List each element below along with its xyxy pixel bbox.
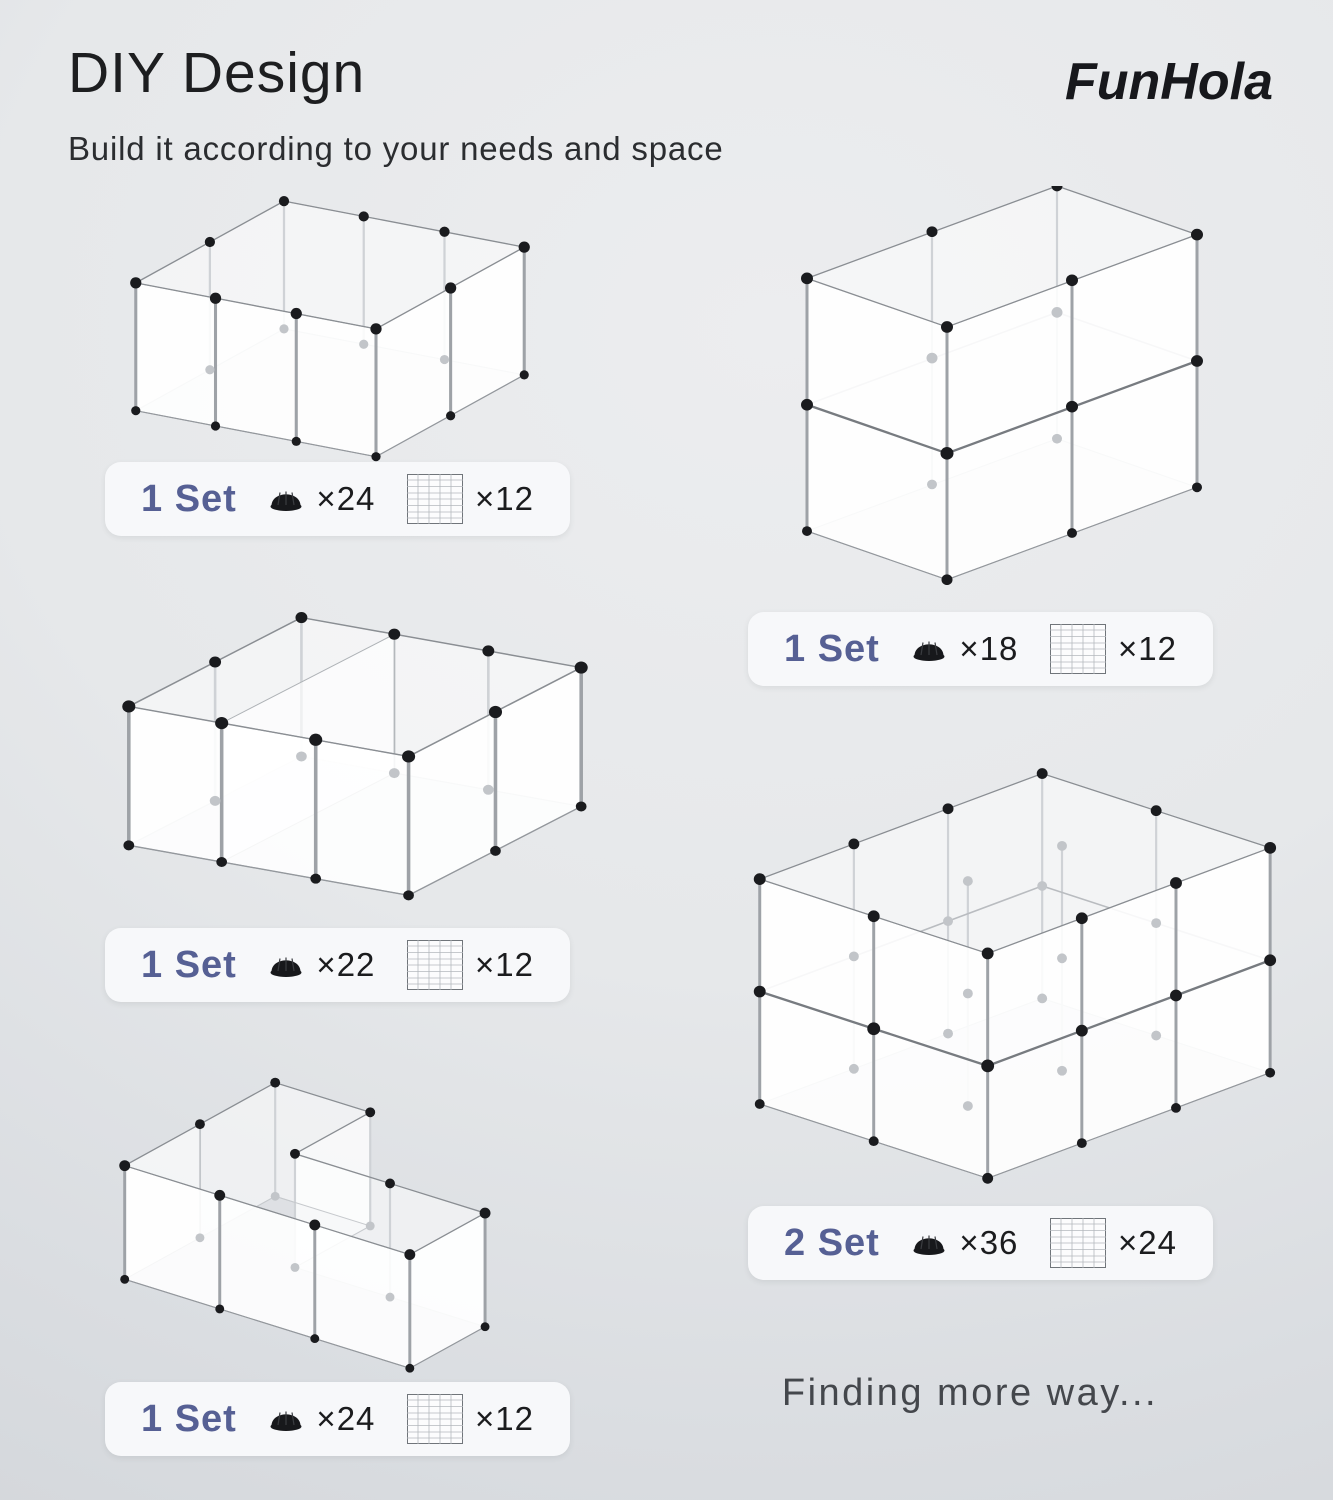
panel-count-group: ×12: [1050, 624, 1177, 674]
mesh-panel-icon: [1050, 624, 1106, 674]
panel-count-group: ×24: [1050, 1218, 1177, 1268]
footer-note: Finding more way...: [781, 1372, 1159, 1414]
mesh-panel-icon: [407, 1394, 463, 1444]
brand-logo: FunHola: [1065, 53, 1273, 111]
large-two-tier-illustration: [753, 768, 1277, 1184]
connector-count-group: ×18: [911, 630, 1018, 668]
config-badge-top-left: 1 Set ×24 ×12: [105, 462, 570, 536]
ball-connector-icon: [913, 1235, 945, 1255]
config-badge-middle-left: 1 Set ×22 ×12: [105, 928, 570, 1002]
connector-count-group: ×24: [268, 480, 375, 518]
connector-count-group: ×24: [268, 1400, 375, 1438]
mesh-panel-icon: [1050, 1218, 1106, 1268]
config-badge-bottom-left: 1 Set ×24 ×12: [105, 1382, 570, 1456]
connector-count-group: ×22: [268, 946, 375, 984]
connector-count: ×22: [316, 946, 376, 983]
set-count-label: 2 Set: [784, 1221, 880, 1264]
set-count-label: 1 Set: [141, 477, 237, 520]
panel-count: ×12: [475, 1400, 534, 1437]
connector-count: ×36: [959, 1224, 1019, 1261]
set-count-label: 1 Set: [784, 627, 880, 670]
connector-count: ×18: [959, 630, 1019, 667]
ball-connector-icon: [913, 641, 945, 661]
mesh-panel-icon: [407, 940, 463, 990]
divided-playpen-illustration: [122, 612, 588, 901]
connector-count: ×24: [316, 1400, 376, 1437]
two-tier-cube-illustration: [801, 186, 1203, 586]
panel-count: ×12: [475, 946, 534, 983]
ball-connector-icon: [270, 1411, 302, 1431]
panel-count: ×24: [1118, 1224, 1177, 1261]
ball-connector-icon: [270, 491, 302, 511]
set-count-label: 1 Set: [141, 1397, 237, 1440]
l-shaped-playpen-illustration: [119, 1077, 491, 1373]
ball-connector-icon: [270, 957, 302, 977]
connector-count: ×24: [316, 480, 376, 517]
panel-count-group: ×12: [407, 1394, 534, 1444]
mesh-panel-icon: [407, 474, 463, 524]
panel-count-group: ×12: [407, 474, 534, 524]
connector-count-group: ×36: [911, 1224, 1018, 1262]
config-badge-top-right: 1 Set ×18 ×12: [748, 612, 1213, 686]
set-count-label: 1 Set: [141, 943, 237, 986]
panel-count: ×12: [1118, 630, 1177, 667]
config-badge-bottom-right: 2 Set ×36 ×24: [748, 1206, 1213, 1280]
page-title: DIY Design: [68, 41, 366, 105]
panel-count-group: ×12: [407, 940, 534, 990]
rect-playpen-illustration: [130, 196, 530, 462]
panel-count: ×12: [475, 480, 534, 517]
page-subtitle: Build it according to your needs and spa…: [68, 130, 724, 167]
